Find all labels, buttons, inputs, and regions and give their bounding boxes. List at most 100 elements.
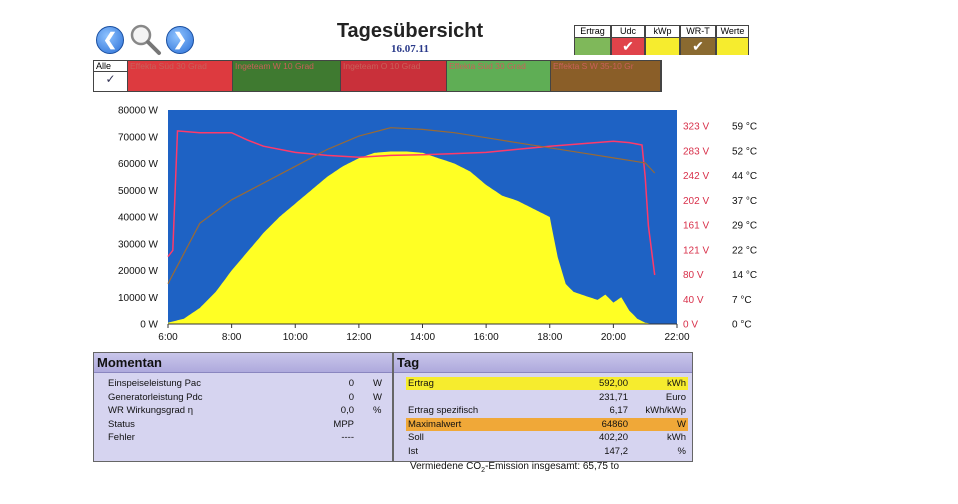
voltage-tick-label: 323 V: [683, 122, 709, 133]
x-tick-label: 16:00: [474, 332, 499, 343]
temp-tick-label: 37 °C: [732, 196, 757, 207]
data-row: Ertrag 592,00 kWh: [406, 377, 688, 390]
voltage-tick-label: 242 V: [683, 171, 709, 182]
row-unit: W: [677, 418, 686, 430]
data-row: Soll 402,20 kWh: [406, 431, 688, 444]
row-value: 0: [348, 391, 354, 403]
data-row: Einspeiseleistung Pac 0 W: [108, 377, 388, 390]
x-tick-label: 10:00: [283, 332, 308, 343]
temp-tick-label: 7 °C: [732, 295, 752, 306]
row-value: 64860: [601, 418, 628, 430]
row-label: Maximalwert: [408, 418, 462, 430]
string-item-label: Ingeteam O 10 Grad: [343, 61, 421, 71]
x-tick-label: 12:00: [346, 332, 371, 343]
view-toggle-udc[interactable]: Udc ✔: [611, 25, 645, 55]
string-item[interactable]: Ingeteam O 10 Grad: [341, 61, 447, 91]
temp-tick-label: 22 °C: [732, 245, 757, 256]
row-value: 402,20: [598, 432, 628, 443]
momentan-panel: Momentan Einspeiseleistung Pac 0 W Generato…: [93, 352, 393, 462]
magnifier-icon[interactable]: [128, 22, 162, 56]
view-toggle-ertrag[interactable]: Ertrag: [574, 25, 611, 55]
temp-tick-label: 14 °C: [732, 270, 757, 281]
x-tick-label: 6:00: [158, 332, 178, 343]
arrow-left-icon: ❮: [102, 30, 118, 49]
x-tick-label: 22:00: [664, 332, 689, 343]
series-udc-line: [167, 130, 656, 276]
row-label: Ist: [408, 445, 419, 457]
arrow-right-icon: ❯: [172, 30, 188, 49]
y-tick-label: 60000 W: [118, 159, 159, 170]
y-tick-label: 20000 W: [118, 266, 159, 277]
string-item-label: Effekta Süd 30 Grad: [130, 61, 207, 71]
voltage-tick-label: 40 V: [683, 295, 704, 306]
row-value: 231,71: [598, 391, 628, 403]
row-label: WR Wirkungsgrad η: [108, 405, 193, 416]
data-row: Ist 147,2%: [406, 445, 688, 458]
y-tick-label: 0 W: [140, 320, 158, 331]
temp-tick-label: 44 °C: [732, 171, 757, 182]
tag-panel: Tag Ertrag 592,00 kWh 231,71 Euro Ertrag spez…: [393, 352, 693, 462]
x-tick-label: 18:00: [537, 332, 562, 343]
data-row: Generatorleistung Pdc 0 W: [108, 391, 388, 404]
toggle-swatch: [575, 38, 610, 55]
string-item[interactable]: Effekta Süd 30 Grad: [128, 61, 233, 91]
string-selector: Alle ✓ Effekta Süd 30 Grad Ingeteam W 10 …: [93, 60, 662, 92]
view-toggle-werte[interactable]: Werte: [716, 25, 749, 55]
voltage-tick-label: 0 V: [683, 320, 698, 331]
row-unit: W: [373, 391, 382, 403]
view-toggle-kwp[interactable]: kWp: [645, 25, 680, 55]
tag-title: Tag: [394, 353, 692, 373]
data-row: Maximalwert 64860 W: [406, 417, 688, 431]
row-value: 0: [348, 378, 354, 389]
string-item-label: Effekta Süd 30 Grad: [449, 61, 526, 71]
row-label: Einspeiseleistung Pac: [108, 378, 201, 389]
back-button[interactable]: ❮: [96, 26, 124, 54]
string-item-label: Ingeteam W 10 Grad: [235, 61, 314, 71]
string-item[interactable]: Effekta Süd 30 Grad: [447, 61, 551, 91]
check-icon: ✓: [94, 72, 127, 91]
voltage-tick-label: 283 V: [683, 146, 709, 157]
toggle-swatch: [717, 38, 748, 55]
row-unit: kWh: [667, 432, 686, 443]
temp-tick-label: 29 °C: [732, 221, 757, 232]
all-strings-toggle[interactable]: Alle ✓: [94, 61, 128, 91]
data-row: WR Wirkungsgrad η 0,0%: [108, 404, 388, 417]
voltage-tick-label: 80 V: [683, 270, 704, 281]
y-tick-label: 40000 W: [118, 213, 159, 224]
row-label: Soll: [408, 432, 424, 443]
row-value: 147,2: [604, 445, 628, 457]
y-tick-label: 10000 W: [118, 293, 159, 304]
row-value: MPP: [333, 418, 354, 430]
momentan-title: Momentan: [94, 353, 392, 373]
row-unit: Euro: [665, 391, 686, 403]
string-item[interactable]: Effekta S W 35-10 Gr: [551, 61, 661, 91]
x-tick-label: 20:00: [601, 332, 626, 343]
row-value: 592,00: [598, 378, 628, 389]
row-value: 0,0: [340, 405, 354, 416]
temp-tick-label: 59 °C: [732, 122, 757, 133]
check-icon: ✔: [612, 38, 644, 55]
temp-tick-label: 52 °C: [732, 146, 757, 157]
date-label: 16.07.11: [391, 43, 429, 55]
row-label: Ertrag: [408, 378, 434, 389]
view-toggle-wrt[interactable]: WR-T ✔: [680, 25, 716, 55]
row-label: Ertrag spezifisch: [408, 405, 479, 416]
row-value: 6,17: [609, 405, 629, 416]
x-tick-label: 8:00: [222, 332, 242, 343]
row-unit: kWh/kWp: [645, 405, 686, 416]
row-unit: %: [677, 445, 686, 457]
y-tick-label: 80000 W: [118, 106, 159, 117]
data-row: Fehler ----: [108, 431, 388, 444]
y-tick-label: 70000 W: [118, 132, 159, 143]
y-tick-label: 30000 W: [118, 239, 159, 250]
string-item[interactable]: Ingeteam W 10 Grad: [233, 61, 341, 91]
daily-chart: 0 W 10000 W 20000 W 30000 W 40000 W 50000 W 60…: [118, 106, 757, 344]
forward-button[interactable]: ❯: [166, 26, 194, 54]
row-unit: kWh: [667, 378, 686, 389]
page-title: Tagesübersicht: [336, 20, 484, 42]
row-unit: W: [373, 378, 382, 389]
series-pac-area: [168, 151, 654, 324]
data-row: 231,71 Euro: [406, 391, 688, 404]
series-wrt-line: [167, 127, 656, 284]
string-item-label: Effekta S W 35-10 Gr: [553, 61, 634, 71]
